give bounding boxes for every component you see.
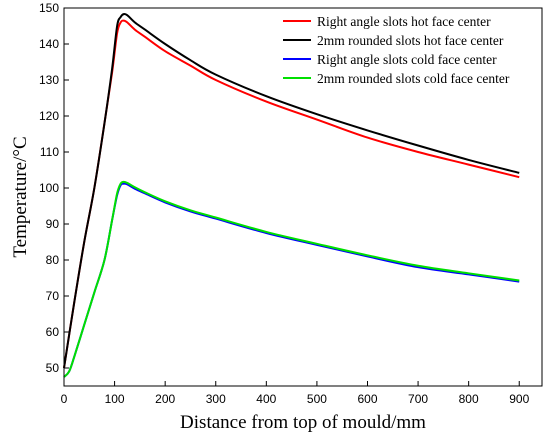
y-tick-label: 150: [39, 1, 59, 15]
y-tick-label: 100: [39, 181, 59, 195]
x-tick-label: 800: [459, 392, 479, 406]
legend-label: 2mm rounded slots cold face center: [317, 71, 510, 86]
legend-item: 2mm rounded slots cold face center: [283, 71, 510, 86]
x-tick-label: 700: [408, 392, 428, 406]
y-tick-label: 130: [39, 73, 59, 87]
y-tick-label: 80: [46, 253, 60, 267]
y-tick-label: 60: [46, 325, 60, 339]
y-tick-label: 90: [46, 217, 60, 231]
x-tick-label: 100: [105, 392, 125, 406]
legend-label: 2mm rounded slots hot face center: [317, 33, 504, 48]
y-axis-ticks: 50 60 70 80 90 100 110 120 130 140 150: [39, 1, 69, 375]
legend: Right angle slots hot face center 2mm ro…: [283, 14, 510, 86]
legend-item: 2mm rounded slots hot face center: [283, 33, 504, 48]
y-tick-label: 120: [39, 109, 59, 123]
y-tick-label: 110: [40, 145, 59, 159]
x-tick-label: 500: [307, 392, 327, 406]
x-tick-label: 400: [256, 392, 276, 406]
x-tick-label: 300: [206, 392, 226, 406]
series-line: [63, 12, 520, 369]
y-tick-label: 140: [39, 37, 59, 51]
legend-label: Right angle slots cold face center: [317, 52, 497, 67]
x-tick-label: 900: [509, 392, 529, 406]
y-tick-label: 50: [46, 361, 60, 375]
x-tick-label: 200: [155, 392, 175, 406]
x-tick-label: 600: [357, 392, 377, 406]
series-line: [63, 180, 520, 378]
y-tick-label: 70: [46, 289, 60, 303]
x-axis-label: Distance from top of mould/mm: [180, 412, 426, 433]
y-axis-label: Temperature/°C: [10, 136, 31, 257]
x-axis-ticks: 0 100 200 300 400 500 600 700 800 900: [61, 381, 530, 406]
plot-lines: [63, 12, 520, 378]
legend-label: Right angle slots hot face center: [317, 14, 491, 29]
plot-frame: [63, 7, 543, 387]
x-tick-label: 0: [61, 392, 68, 406]
legend-item: Right angle slots hot face center: [283, 14, 491, 29]
legend-item: Right angle slots cold face center: [283, 52, 497, 67]
series-line: [63, 182, 520, 378]
